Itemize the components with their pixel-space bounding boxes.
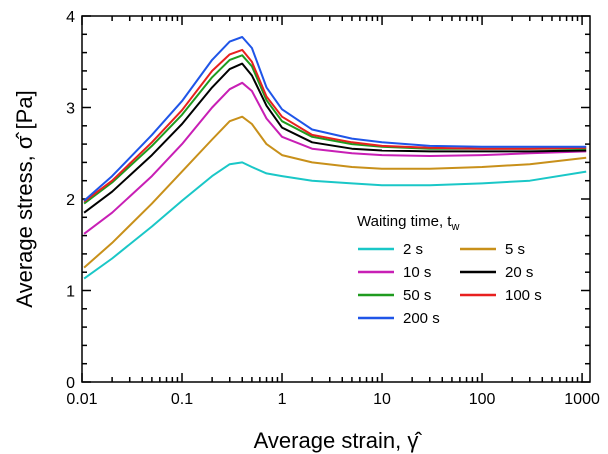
series-layer: [83, 36, 587, 280]
x-tick-label: 100: [469, 391, 496, 408]
series-line: [83, 81, 587, 235]
legend-label: 100 s: [505, 287, 542, 304]
series-line: [83, 62, 587, 214]
y-tick-label: 1: [66, 284, 75, 301]
legend-label: 200 s: [403, 310, 440, 327]
legend-title: Waiting time, tw: [357, 213, 459, 233]
axis-ticks: [81, 15, 590, 383]
series-line: [83, 48, 587, 203]
legend-label: 50 s: [403, 287, 431, 304]
legend-label: 5 s: [505, 241, 525, 258]
y-tick-label: 4: [66, 9, 75, 26]
x-tick-label: 10: [373, 391, 391, 408]
legend-label: 10 s: [403, 264, 431, 281]
legend-items: 2 s 5 s 10 s 20 s 50 s 100 s 200 s: [358, 241, 542, 327]
x-axis-title: Average strain, γ̂: [254, 428, 423, 453]
legend: Waiting time, tw 2 s 5 s 10 s 20 s 50 s 100 s…: [357, 213, 542, 327]
legend-title-text: Waiting time, t: [357, 213, 452, 230]
y-axis-title: Average stress, σ̂ [Pa]: [12, 90, 37, 307]
y-tick-label: 3: [66, 101, 75, 118]
series-line: [83, 161, 587, 280]
y-tick-label: 2: [66, 192, 75, 209]
legend-title-subscript: w: [450, 221, 459, 233]
legend-label: 20 s: [505, 264, 533, 281]
x-tick-label: 0.01: [66, 391, 97, 408]
x-tick-label: 1000: [564, 391, 600, 408]
plot-frame: [81, 15, 591, 383]
legend-label: 2 s: [403, 241, 423, 258]
series-line: [83, 36, 587, 202]
y-tick-label: 0: [66, 375, 75, 392]
tick-labels: 0.01 0.1 1 10 100 1000 0 1 2 3 4: [66, 9, 600, 408]
x-tick-label: 1: [278, 391, 287, 408]
series-line: [83, 115, 587, 269]
x-tick-label: 0.1: [171, 391, 193, 408]
